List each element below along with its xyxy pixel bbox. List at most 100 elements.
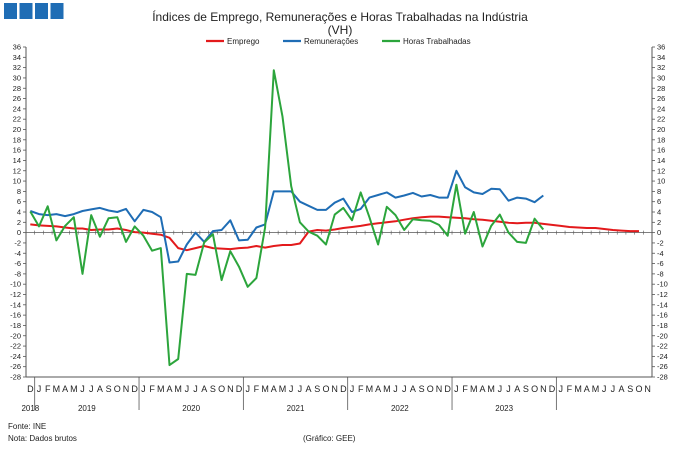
month-label: F [358, 384, 364, 394]
source-note: Fonte: INE [8, 422, 47, 431]
y-tick-label-right: 16 [657, 146, 665, 155]
y-tick-label-left: 26 [13, 94, 21, 103]
y-tick-label-right: 36 [657, 43, 665, 52]
month-label: N [331, 384, 338, 394]
y-tick-label-right: 8 [657, 187, 661, 196]
legend-label: Remunerações [304, 37, 358, 46]
year-label: 2020 [182, 404, 200, 413]
month-label: O [218, 384, 225, 394]
month-label: J [289, 384, 294, 394]
y-tick-label-left: 24 [13, 104, 21, 113]
y-tick-label-right: 18 [657, 135, 665, 144]
y-tick-label-left: 22 [13, 115, 21, 124]
month-label: M [383, 384, 391, 394]
y-tick-label-right: -22 [657, 342, 668, 351]
y-tick-label-left: 34 [13, 53, 21, 62]
month-label: A [166, 384, 172, 394]
month-label: D [131, 384, 138, 394]
legend-label: Emprego [227, 37, 260, 46]
month-label: N [227, 384, 234, 394]
month-label: A [410, 384, 416, 394]
y-tick-label-left: -28 [10, 373, 21, 382]
chart-title: Índices de Emprego, Remunerações e Horas… [152, 9, 528, 24]
y-tick-label-right: 34 [657, 53, 665, 62]
y-tick-label-left: 16 [13, 146, 21, 155]
month-label: M [157, 384, 165, 394]
month-label: J [350, 384, 355, 394]
month-label: A [375, 384, 381, 394]
y-tick-label-left: 6 [17, 197, 21, 206]
month-label: O [114, 384, 121, 394]
y-tick-label-left: 20 [13, 125, 21, 134]
y-tick-label-left: 36 [13, 43, 21, 52]
month-label: S [106, 384, 112, 394]
y-tick-label-left: -22 [10, 342, 21, 351]
month-label: F [254, 384, 260, 394]
month-label: S [627, 384, 633, 394]
y-tick-label-left: -4 [14, 249, 21, 258]
month-label: A [584, 384, 590, 394]
month-label: J [193, 384, 198, 394]
month-label: M [174, 384, 182, 394]
month-label: A [97, 384, 103, 394]
month-label: S [210, 384, 216, 394]
month-label: A [514, 384, 520, 394]
month-label: S [523, 384, 529, 394]
month-label: N [540, 384, 547, 394]
y-tick-label-left: 8 [17, 187, 21, 196]
y-tick-label-right: 0 [657, 228, 661, 237]
y-tick-label-left: -8 [14, 269, 21, 278]
month-label: A [306, 384, 312, 394]
month-label: S [314, 384, 320, 394]
month-label: A [62, 384, 68, 394]
y-tick-label-left: -14 [10, 300, 21, 309]
y-tick-label-left: 12 [13, 166, 21, 175]
y-tick-label-left: -16 [10, 311, 21, 320]
month-label: A [271, 384, 277, 394]
y-tick-label-left: -2 [14, 238, 21, 247]
y-tick-label-right: -8 [657, 269, 664, 278]
year-label: 2021 [287, 404, 305, 413]
y-tick-label-right: 6 [657, 197, 661, 206]
data-note: Nota: Dados brutos [8, 434, 77, 443]
y-tick-label-left: -12 [10, 290, 21, 299]
y-tick-label-right: -14 [657, 300, 668, 309]
y-tick-label-right: 4 [657, 208, 661, 217]
y-tick-label-left: 32 [13, 63, 21, 72]
month-label: M [487, 384, 495, 394]
month-label: J [506, 384, 511, 394]
y-tick-label-right: -4 [657, 249, 664, 258]
month-label: J [558, 384, 563, 394]
y-tick-label-right: 12 [657, 166, 665, 175]
y-tick-label-right: 20 [657, 125, 665, 134]
y-tick-label-right: 30 [657, 73, 665, 82]
month-label: J [298, 384, 303, 394]
month-label: D [340, 384, 347, 394]
month-label: F [149, 384, 155, 394]
month-label: J [37, 384, 42, 394]
y-tick-label-right: 22 [657, 115, 665, 124]
month-label: O [322, 384, 329, 394]
y-tick-label-right: -10 [657, 280, 668, 289]
y-tick-label-right: -26 [657, 362, 668, 371]
y-tick-label-right: 24 [657, 104, 665, 113]
month-label: M [592, 384, 600, 394]
month-label: J [454, 384, 459, 394]
month-label: F [462, 384, 468, 394]
month-label: N [123, 384, 130, 394]
legend-label: Horas Trabalhadas [403, 37, 471, 46]
month-label: J [245, 384, 250, 394]
month-label: J [141, 384, 146, 394]
y-tick-label-left: -10 [10, 280, 21, 289]
y-tick-label-left: -6 [14, 259, 21, 268]
month-label: O [427, 384, 434, 394]
y-tick-label-right: 32 [657, 63, 665, 72]
y-tick-label-left: 28 [13, 84, 21, 93]
y-tick-label-right: -2 [657, 238, 664, 247]
month-label: M [279, 384, 287, 394]
month-label: A [201, 384, 207, 394]
y-tick-label-left: 10 [13, 177, 21, 186]
month-label: J [602, 384, 607, 394]
